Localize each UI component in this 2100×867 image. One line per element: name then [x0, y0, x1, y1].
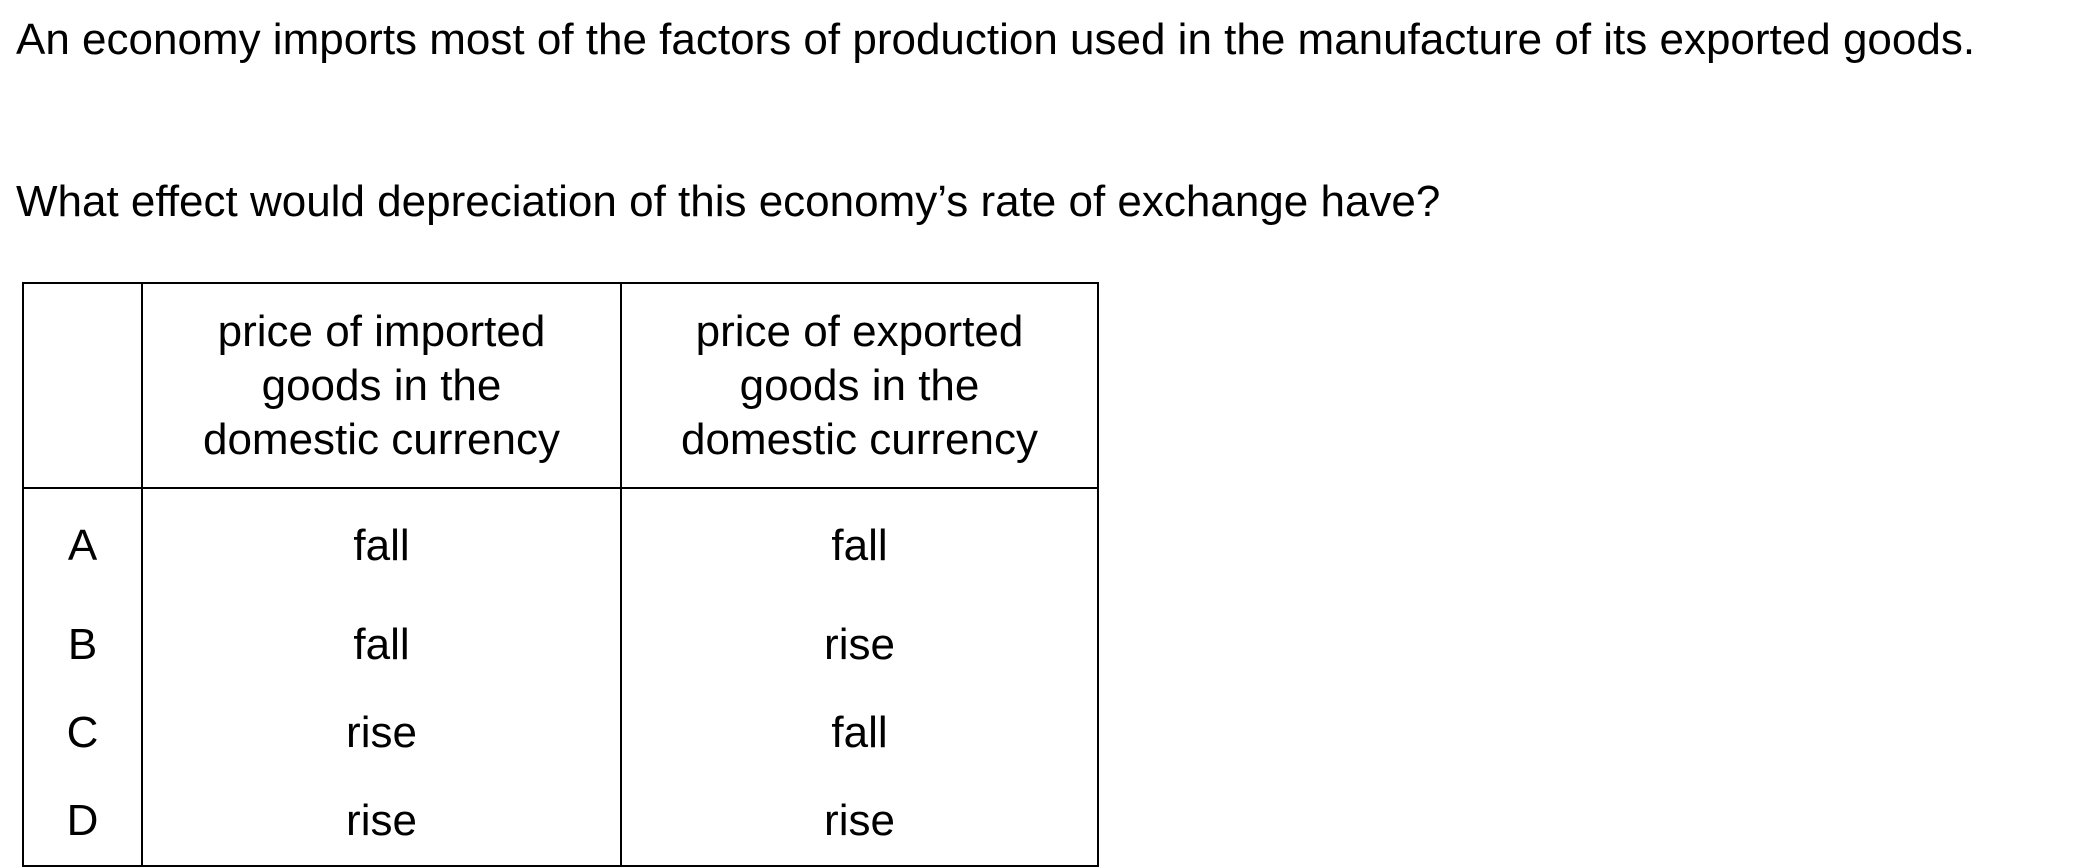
imported-price-effect: rise: [141, 689, 621, 777]
imported-price-effect: fall: [141, 488, 621, 601]
header-exported-label: price of exported goods in the domestic …: [680, 306, 1038, 464]
question-prompt: What effect would depreciation of this e…: [16, 177, 1441, 226]
question-stem: An economy imports most of the factors o…: [16, 15, 1976, 64]
exported-price-effect: fall: [620, 488, 1098, 601]
option-row-d: D rise rise: [23, 777, 1098, 866]
option-row-a: A fall fall: [23, 488, 1098, 601]
header-letter-cell: [23, 283, 142, 489]
exported-price-effect: fall: [620, 689, 1098, 777]
option-row-c: C rise fall: [23, 689, 1098, 777]
imported-price-effect: rise: [141, 777, 621, 866]
option-row-b: B fall rise: [23, 601, 1098, 689]
option-letter: C: [66, 708, 99, 757]
header-row: price of imported goods in the domestic …: [23, 283, 1098, 489]
header-imported-price: price of imported goods in the domestic …: [141, 283, 621, 489]
header-imported-label: price of imported goods in the domestic …: [202, 306, 560, 464]
option-letter: D: [66, 796, 99, 845]
answer-options-table: price of imported goods in the domestic …: [22, 282, 1099, 867]
exported-price-effect: rise: [620, 601, 1098, 689]
option-letter: B: [67, 620, 98, 669]
header-exported-price: price of exported goods in the domestic …: [620, 283, 1098, 489]
option-letter: A: [67, 521, 98, 570]
imported-price-effect: fall: [141, 601, 621, 689]
exported-price-effect: rise: [620, 777, 1098, 866]
